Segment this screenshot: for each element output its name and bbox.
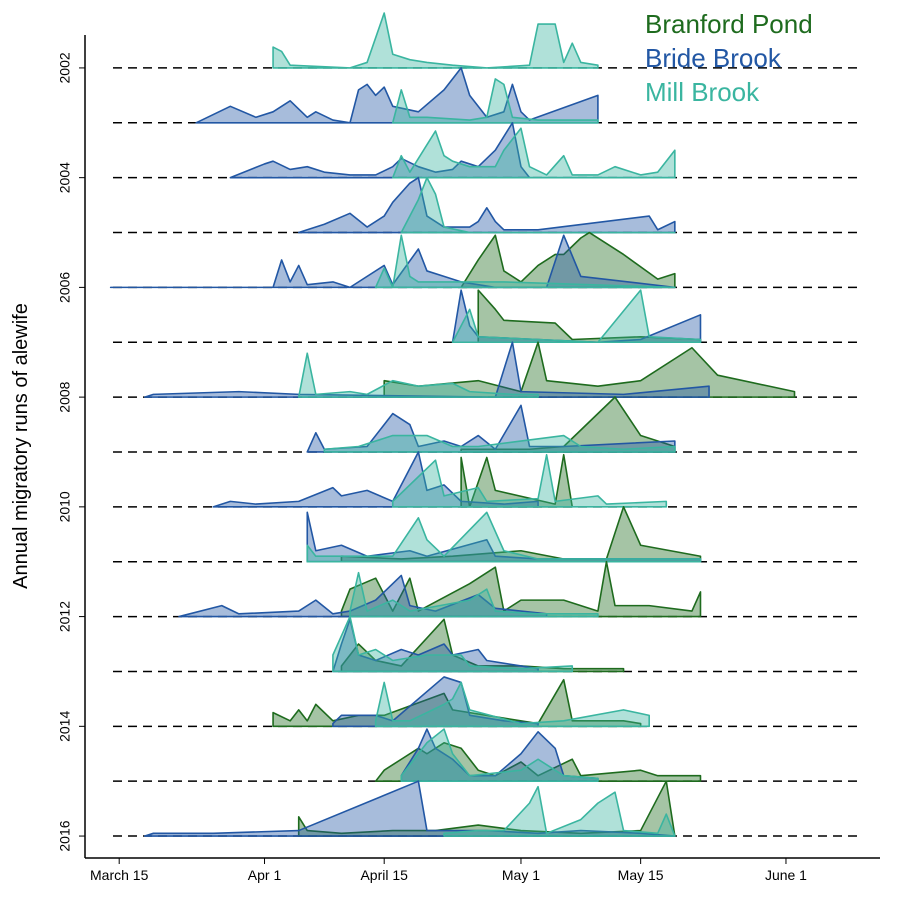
ridge-area: [400, 176, 676, 234]
ridge-area: [349, 571, 599, 618]
ridge-area: [460, 453, 574, 508]
ridge-area: [297, 780, 676, 837]
y-tick-label: 2008: [57, 381, 73, 412]
ridge-area: [332, 676, 539, 728]
x-tick-label: May 15: [618, 867, 664, 883]
x-tick-label: April 15: [360, 867, 408, 883]
x-tick-label: June 1: [765, 867, 807, 883]
y-axis-label: Annual migratory runs of alewife: [10, 303, 32, 589]
x-tick-label: March 15: [90, 867, 149, 883]
ridge-area: [400, 728, 599, 782]
ridge-area: [391, 78, 599, 124]
ridge-area: [340, 560, 702, 618]
y-tick-label: 2014: [57, 711, 73, 742]
legend-label: Mill Brook: [645, 77, 760, 107]
ridge-area: [451, 289, 702, 344]
y-tick-label: 2002: [57, 52, 73, 83]
ridge-area: [178, 574, 548, 618]
ridge-area: [391, 453, 668, 508]
ridge-area: [374, 681, 650, 728]
legend-label: Bride Brook: [645, 43, 782, 73]
ridge-area: [272, 678, 642, 728]
legend-label: Branford Pond: [645, 9, 813, 39]
ridge-area: [109, 234, 676, 289]
ridge-area: [144, 780, 676, 837]
ridge-area: [229, 121, 676, 179]
ridge-area: [443, 785, 676, 837]
ridge-area: [144, 341, 710, 398]
y-tick-label: 2010: [57, 491, 73, 522]
ridge-area: [374, 234, 676, 289]
y-tick-label: 2016: [57, 820, 73, 851]
ridge-area: [306, 511, 702, 563]
ridge-area: [212, 451, 539, 508]
y-tick-label: 2004: [57, 162, 73, 193]
x-tick-label: May 1: [502, 867, 540, 883]
y-tick-label: 2012: [57, 601, 73, 632]
x-tick-label: Apr 1: [248, 867, 282, 883]
y-tick-label: 2006: [57, 272, 73, 303]
ridge-area: [272, 12, 599, 69]
ridge-area: [374, 741, 702, 782]
ridge-area: [297, 352, 539, 398]
ridge-area: [460, 231, 676, 289]
ridge-area: [391, 127, 676, 179]
ridge-area: [297, 176, 676, 234]
ridge-area: [323, 434, 676, 453]
ridge-area: [195, 67, 599, 124]
ridge-area: [332, 615, 574, 673]
